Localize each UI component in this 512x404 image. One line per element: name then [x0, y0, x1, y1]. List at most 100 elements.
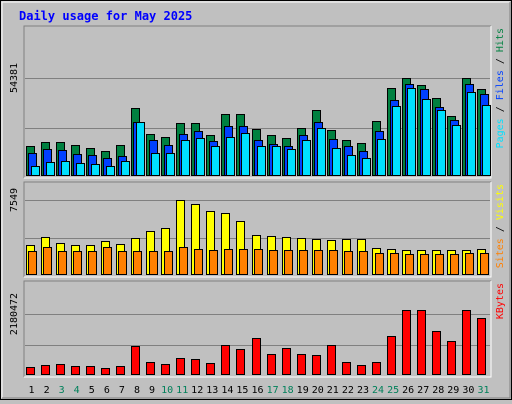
bar-pages-day-1 [31, 166, 40, 176]
bar-sites-day-13 [209, 250, 218, 275]
x-tick-label: 23 [357, 385, 369, 396]
bar-sites-day-28 [435, 254, 444, 275]
bar-pages-day-27 [422, 99, 431, 176]
bar-pages-day-4 [76, 163, 85, 176]
bar-kbytes-day-20 [312, 355, 321, 375]
x-tick-label: 17 [267, 385, 279, 396]
bar-kbytes-day-15 [236, 349, 245, 375]
x-tick-label: 11 [176, 385, 188, 396]
bar-sites-day-31 [480, 253, 489, 275]
bar-sites-day-20 [314, 250, 323, 275]
bar-kbytes-day-10 [161, 364, 170, 375]
legend-separator: / [495, 52, 506, 70]
x-tick-label: 13 [206, 385, 218, 396]
max-label-visitors: 7549 [9, 188, 20, 212]
bar-kbytes-day-4 [71, 366, 80, 375]
legend-volume: KBytes [495, 283, 506, 319]
bar-pages-day-24 [377, 139, 386, 176]
bar-sites-day-14 [224, 249, 233, 275]
legend-separator: / [495, 100, 506, 118]
bar-pages-day-15 [241, 133, 250, 176]
bar-sites-day-27 [420, 254, 429, 275]
bar-kbytes-day-14 [221, 345, 230, 375]
bar-sites-day-4 [73, 251, 82, 275]
x-tick-label: 20 [312, 385, 324, 396]
x-tick-label: 14 [221, 385, 233, 396]
legend-entry-files: Files [495, 70, 506, 100]
bar-pages-day-9 [151, 153, 160, 176]
x-tick-label: 3 [59, 385, 65, 396]
bar-kbytes-day-8 [131, 346, 140, 375]
bar-kbytes-day-19 [297, 354, 306, 375]
x-tick-label: 27 [417, 385, 429, 396]
panel-visitors: 7549 Sites / Visits [9, 181, 506, 278]
bar-kbytes-day-9 [146, 362, 155, 375]
bar-pages-day-3 [61, 161, 70, 176]
bar-pages-day-5 [91, 164, 100, 176]
bar-kbytes-day-22 [342, 362, 351, 375]
bar-sites-day-7 [118, 251, 127, 275]
x-tick-label: 7 [119, 385, 125, 396]
plot-area-requests-shadow-edge [23, 25, 491, 178]
bar-kbytes-day-25 [387, 336, 396, 375]
x-tick-label: 15 [236, 385, 248, 396]
legend-entry-hits: Hits [495, 28, 506, 52]
bar-pages-day-16 [257, 146, 266, 176]
bar-pages-day-8 [136, 122, 145, 176]
bar-sites-day-18 [284, 250, 293, 275]
legend-separator: / [495, 220, 506, 238]
bar-kbytes-day-11 [176, 358, 185, 375]
outer-bevel-dark [2, 2, 511, 399]
x-tick-label: 2 [44, 385, 50, 396]
bar-pages-day-6 [106, 166, 115, 176]
x-tick-label: 12 [191, 385, 203, 396]
bar-kbytes-day-26 [402, 310, 411, 375]
bar-kbytes-day-24 [372, 362, 381, 375]
bar-sites-day-26 [405, 254, 414, 275]
bar-kbytes-day-31 [477, 318, 486, 375]
bar-kbytes-day-7 [116, 366, 125, 375]
bar-sites-day-19 [299, 250, 308, 275]
max-label-volume: 2180472 [9, 293, 20, 335]
legend-entry-sites: Sites [495, 238, 506, 268]
bar-sites-day-22 [344, 251, 353, 275]
bar-sites-day-6 [103, 247, 112, 275]
legend-entry-visits: Visits [495, 184, 506, 220]
x-tick-label: 1 [28, 385, 34, 396]
x-tick-label: 4 [74, 385, 80, 396]
bar-pages-day-17 [272, 146, 281, 176]
bar-kbytes-day-17 [267, 354, 276, 375]
bar-sites-day-16 [254, 249, 263, 275]
bar-kbytes-day-6 [101, 368, 110, 375]
bar-kbytes-day-18 [282, 348, 291, 375]
plot-area-visitors-light-edge [24, 182, 492, 278]
plot-area-volume-light-edge [24, 281, 492, 378]
bar-sites-day-1 [28, 251, 37, 275]
panel-volume: 2180472 KBytes [9, 280, 506, 378]
bar-kbytes-day-29 [447, 341, 456, 375]
bar-pages-day-12 [196, 138, 205, 176]
bar-pages-day-18 [287, 149, 296, 176]
bar-kbytes-day-21 [327, 345, 336, 375]
bar-sites-day-3 [58, 251, 67, 275]
bar-kbytes-day-13 [206, 363, 215, 375]
bar-pages-day-11 [181, 140, 190, 176]
bar-kbytes-day-16 [252, 338, 261, 375]
x-axis-day-labels: 1 2 3 4 5 6 7 8 9 10 11 12 13 14 15 16 17 18 19 20 21 22 23 24 2… [28, 385, 489, 396]
x-tick-label: 18 [282, 385, 294, 396]
bar-sites-day-30 [465, 253, 474, 275]
bar-pages-day-22 [347, 155, 356, 176]
bar-kbytes-day-5 [86, 366, 95, 375]
plot-area-visitors-shadow-edge [23, 181, 491, 277]
legend-visitors: Sites / Visits [495, 184, 506, 268]
x-tick-label: 21 [327, 385, 339, 396]
bar-pages-day-13 [211, 146, 220, 176]
bar-kbytes-day-12 [191, 359, 200, 375]
chart-panels: 54381 Pages / Files / Hits 7549 Sites / Vis… [9, 25, 506, 378]
plot-area-volume-shadow-edge [23, 280, 491, 377]
bar-sites-day-23 [359, 251, 368, 275]
bar-sites-day-2 [43, 247, 52, 275]
bar-kbytes-day-30 [462, 310, 471, 375]
